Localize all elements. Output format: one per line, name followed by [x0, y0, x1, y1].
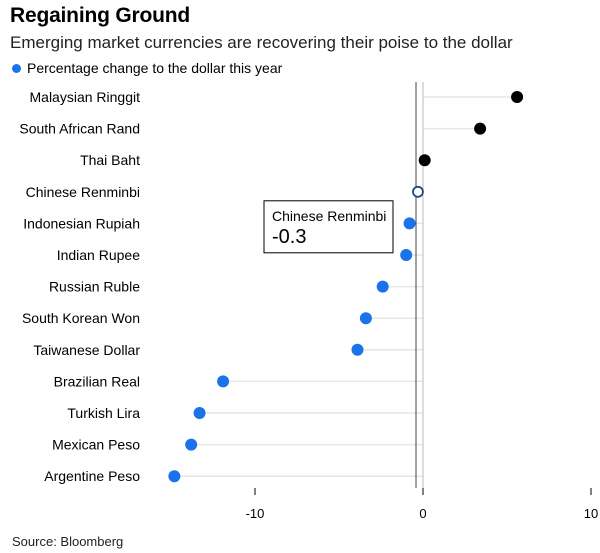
category-label: Chinese Renminbi: [26, 184, 140, 200]
data-point[interactable]: [403, 217, 416, 230]
data-point[interactable]: [193, 407, 206, 419]
callout-label: Chinese Renminbi: [272, 208, 386, 224]
chart-subtitle: Emerging market currencies are recoverin…: [10, 33, 513, 52]
callout-value: -0.3: [272, 226, 306, 248]
category-label: South African Rand: [19, 121, 140, 137]
data-point[interactable]: [400, 249, 413, 261]
callout: Chinese Renminbi -0.3: [263, 200, 394, 254]
category-label: South Korean Won: [22, 310, 140, 326]
data-point[interactable]: [418, 154, 431, 167]
data-point[interactable]: [376, 280, 389, 293]
points-group: [168, 91, 524, 483]
legend-label: Percentage change to the dollar this yea…: [27, 60, 283, 76]
category-label: Turkish Lira: [67, 405, 140, 421]
data-point[interactable]: [351, 343, 364, 356]
source-note: Source: Bloomberg: [12, 534, 124, 549]
legend-dot-icon: [12, 63, 21, 73]
category-label: Brazilian Real: [54, 373, 140, 389]
x-axis: -10 0 10: [246, 82, 598, 521]
data-point[interactable]: [168, 470, 181, 483]
data-point[interactable]: [217, 375, 230, 388]
callout-box: [263, 200, 394, 254]
chart-title: Regaining Ground: [10, 4, 190, 27]
category-label: Mexican Peso: [52, 437, 140, 453]
category-labels: Malaysian Ringgit South African Rand Thai …: [19, 89, 140, 484]
category-label: Indian Rupee: [57, 247, 141, 263]
data-point[interactable]: [359, 312, 372, 325]
data-point-highlight[interactable]: [412, 185, 424, 198]
category-label: Malaysian Ringgit: [30, 89, 141, 105]
x-tick-label: -10: [246, 506, 265, 521]
x-tick-label: 10: [584, 506, 598, 521]
x-tick-label: 0: [419, 506, 426, 521]
data-point[interactable]: [511, 91, 524, 103]
data-point[interactable]: [474, 122, 487, 135]
category-label: Taiwanese Dollar: [33, 342, 140, 358]
category-label: Indonesian Rupiah: [23, 215, 140, 231]
data-point[interactable]: [185, 438, 198, 451]
stems-group: [174, 96, 518, 477]
category-label: Thai Baht: [80, 152, 140, 168]
legend: Percentage change to the dollar this yea…: [12, 60, 282, 76]
category-label: Russian Ruble: [49, 279, 140, 295]
category-label: Argentine Peso: [44, 468, 140, 484]
